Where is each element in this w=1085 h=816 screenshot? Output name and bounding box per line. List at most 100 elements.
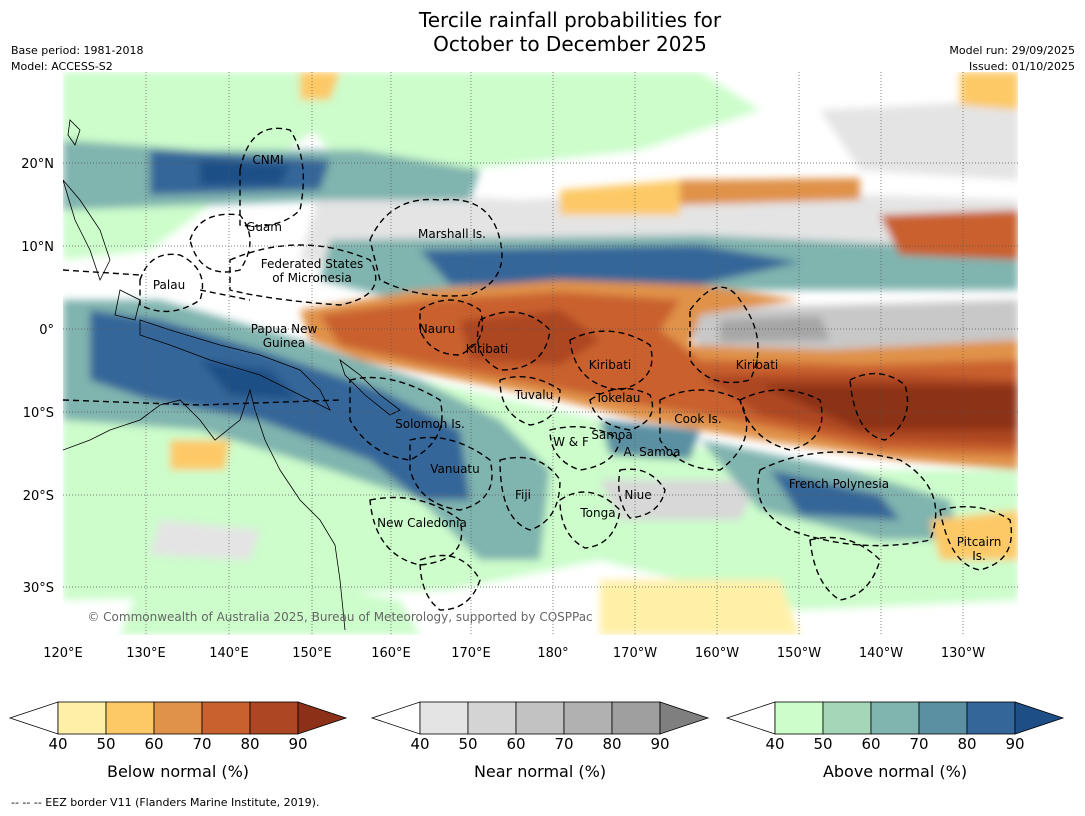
page-title: Tercile rainfall probabilities for Octob… bbox=[0, 8, 1085, 56]
region-label-samoa: Samoa bbox=[591, 428, 632, 442]
region-label-newcal: New Caledonia bbox=[377, 516, 467, 530]
colorbar-tick: 80 bbox=[602, 735, 622, 753]
colorbar-tick: 50 bbox=[96, 735, 116, 753]
region-label-tonga: Tonga bbox=[579, 506, 615, 520]
eez-borders bbox=[63, 127, 1012, 611]
colorbars bbox=[8, 701, 1065, 735]
lat-tick: 20°N bbox=[21, 157, 54, 172]
colorbar-over-triangle bbox=[659, 701, 710, 735]
colorbar-tick: 40 bbox=[410, 735, 430, 753]
title-line-2: October to December 2025 bbox=[433, 32, 707, 56]
lon-tick: 150°E bbox=[292, 646, 332, 661]
colorbar-over-triangle bbox=[297, 701, 348, 735]
region-label-fiji: Fiji bbox=[515, 488, 531, 502]
colorbar-title-near: Near normal (%) bbox=[473, 762, 607, 781]
region-label-solomon: Solomon Is. bbox=[395, 417, 465, 431]
region-label-wf: W & F bbox=[553, 435, 589, 449]
region-label-vanuatu: Vanuatu bbox=[430, 462, 480, 476]
region-labels: CNMI Guam Marshall Is. Palau Federated State… bbox=[153, 153, 1001, 563]
colorbar-under-triangle bbox=[370, 701, 421, 735]
lon-tick: 170°E bbox=[451, 646, 491, 661]
colorbar-tick: 50 bbox=[458, 735, 478, 753]
colorbar-tick: 90 bbox=[1005, 735, 1025, 753]
region-label-cook: Cook Is. bbox=[674, 412, 721, 426]
colorbar-tick: 70 bbox=[554, 735, 574, 753]
meta-left: Base period: 1981-2018 Model: ACCESS-S2 bbox=[11, 43, 143, 75]
lon-tick: 120°E bbox=[43, 646, 83, 661]
region-label-nauru: Nauru bbox=[419, 322, 455, 336]
lat-tick: 10°N bbox=[21, 240, 54, 255]
issued-date: Issued: 01/10/2025 bbox=[968, 60, 1075, 73]
region-label-tuvalu: Tuvalu bbox=[514, 388, 554, 402]
colorbar-tick: 60 bbox=[506, 735, 526, 753]
colorbar-tick: 80 bbox=[240, 735, 260, 753]
colorbar-segment bbox=[57, 701, 107, 735]
colorbar-segment bbox=[822, 701, 872, 735]
region-label-fsm: Federated States of Micronesia bbox=[261, 257, 363, 285]
lon-tick: 130°W bbox=[941, 646, 985, 661]
region-label-kiribati-c: Kiribati bbox=[589, 358, 631, 372]
colorbar-tick: 60 bbox=[144, 735, 164, 753]
lon-tick: 130°E bbox=[126, 646, 166, 661]
base-period: Base period: 1981-2018 bbox=[11, 44, 144, 57]
colorbar-segment bbox=[153, 701, 203, 735]
model-name: Model: ACCESS-S2 bbox=[11, 60, 113, 73]
region-label-kiribati-e: Kiribati bbox=[736, 358, 778, 372]
colorbar-segment bbox=[774, 701, 824, 735]
colorbar-segment bbox=[611, 701, 661, 735]
colorbar-above bbox=[725, 701, 1065, 735]
colorbar-title-below: Below normal (%) bbox=[106, 762, 250, 781]
colorbar-segment bbox=[419, 701, 469, 735]
coastlines bbox=[63, 119, 401, 631]
colorbar-segment bbox=[966, 701, 1016, 735]
colorbar-below bbox=[8, 701, 348, 735]
lon-tick: 180° bbox=[537, 646, 568, 661]
colorbar-tick: 90 bbox=[288, 735, 308, 753]
lon-tick: 140°W bbox=[859, 646, 903, 661]
lon-tick: 170°W bbox=[613, 646, 657, 661]
lat-tick: 20°S bbox=[23, 489, 54, 504]
meta-right: Model run: 29/09/2025 Issued: 01/10/2025 bbox=[949, 43, 1075, 75]
colorbar-segment bbox=[870, 701, 920, 735]
colorbar-tick: 40 bbox=[48, 735, 68, 753]
footer-note: -- -- -- EEZ border V11 (Flanders Marine… bbox=[11, 796, 320, 809]
region-label-pitcairn: Pitcairn Is. bbox=[957, 535, 1002, 563]
colorbar-segment bbox=[563, 701, 613, 735]
map-field bbox=[63, 72, 1018, 635]
region-label-palau: Palau bbox=[153, 278, 185, 292]
region-label-guam: Guam bbox=[246, 220, 282, 234]
region-label-cnmi: CNMI bbox=[252, 153, 283, 167]
colorbar-tick: 80 bbox=[957, 735, 977, 753]
latitude-ticks: 20°N 10°N 0° 10°S 20°S 30°S bbox=[21, 157, 54, 596]
lat-tick: 0° bbox=[39, 323, 54, 338]
colorbar-tick: 60 bbox=[861, 735, 881, 753]
gridlines bbox=[63, 72, 1018, 635]
region-label-frpoly: French Polynesia bbox=[789, 477, 889, 491]
lat-tick: 10°S bbox=[23, 406, 54, 421]
region-label-png: Papua New Guinea bbox=[251, 322, 318, 350]
colorbar-under-triangle bbox=[8, 701, 59, 735]
lon-tick: 160°W bbox=[695, 646, 739, 661]
region-label-niue: Niue bbox=[624, 488, 651, 502]
colorbar-tick: 70 bbox=[192, 735, 212, 753]
colorbar-segment bbox=[515, 701, 565, 735]
region-label-asamoa: A. Samoa bbox=[624, 445, 681, 459]
colorbar-tick: 90 bbox=[650, 735, 670, 753]
region-label-tokelau: Tokelau bbox=[595, 391, 641, 405]
copyright-text: © Commonwealth of Australia 2025, Bureau… bbox=[87, 610, 592, 624]
colorbar-over-triangle bbox=[1014, 701, 1065, 735]
model-run: Model run: 29/09/2025 bbox=[949, 44, 1075, 57]
longitude-ticks: 120°E 130°E 140°E 150°E 160°E 170°E 180° 170°W 1… bbox=[43, 646, 985, 661]
lon-tick: 140°E bbox=[209, 646, 249, 661]
colorbar-under-triangle bbox=[725, 701, 776, 735]
colorbar-tick: 50 bbox=[813, 735, 833, 753]
colorbar-segment bbox=[249, 701, 299, 735]
colorbar-segment bbox=[467, 701, 517, 735]
region-label-kiribati-w: Kiribati bbox=[466, 342, 508, 356]
title-line-1: Tercile rainfall probabilities for bbox=[418, 8, 722, 32]
colorbar-near bbox=[370, 701, 710, 735]
colorbar-segment bbox=[105, 701, 155, 735]
colorbar-tick: 70 bbox=[909, 735, 929, 753]
lon-tick: 160°E bbox=[371, 646, 411, 661]
colorbar-segment bbox=[918, 701, 968, 735]
